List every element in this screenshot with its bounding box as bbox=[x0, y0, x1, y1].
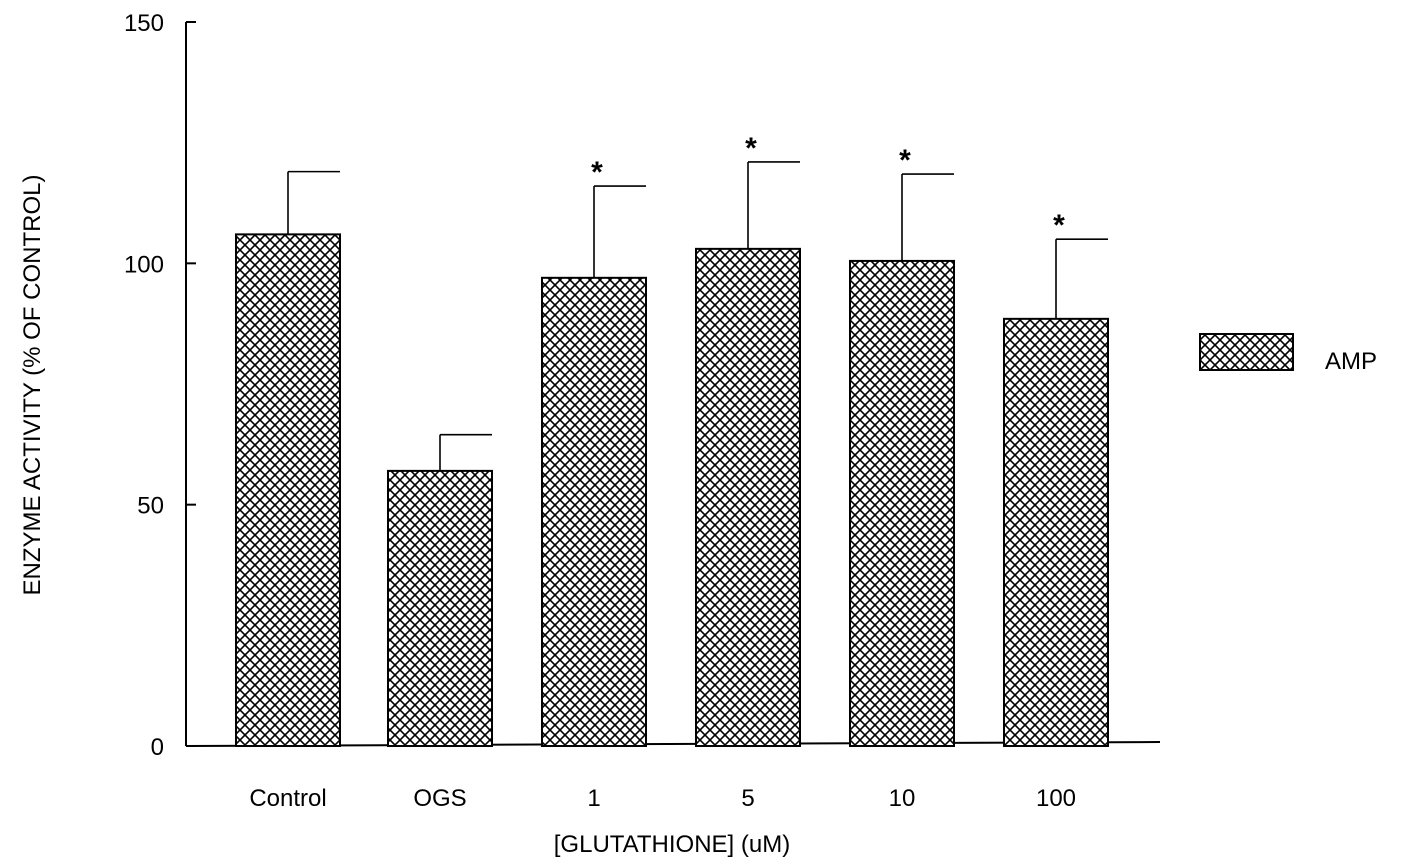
x-tick-label: 10 bbox=[889, 785, 916, 812]
y-tick-label: 0 bbox=[151, 734, 164, 761]
y-tick-label: 100 bbox=[124, 251, 164, 278]
significance-star: * bbox=[591, 156, 603, 189]
bar bbox=[695, 247, 801, 747]
bar bbox=[387, 469, 493, 747]
y-axis-label: ENZYME ACTIVITY (% OF CONTROL) bbox=[19, 175, 46, 596]
x-axis bbox=[185, 741, 1161, 747]
bar bbox=[1003, 317, 1109, 747]
error-bars bbox=[287, 161, 1108, 471]
y-axis: 0 50 100 150 bbox=[124, 10, 196, 761]
legend-label: AMP bbox=[1325, 348, 1377, 375]
x-tick-label: Control bbox=[249, 785, 326, 812]
x-tick-label: 5 bbox=[741, 785, 754, 812]
legend-swatch bbox=[1199, 333, 1294, 371]
significance-star: * bbox=[899, 144, 911, 177]
significance-markers: * * * * bbox=[591, 132, 1065, 242]
bar bbox=[235, 233, 341, 748]
x-axis-line bbox=[185, 741, 1161, 747]
significance-star: * bbox=[1053, 209, 1065, 242]
y-tick-label: 150 bbox=[124, 10, 164, 37]
x-tick-label: 1 bbox=[587, 785, 600, 812]
bars bbox=[235, 233, 1109, 748]
y-tick-label: 50 bbox=[137, 493, 164, 520]
bar bbox=[541, 276, 647, 747]
x-tick-label: OGS bbox=[413, 785, 466, 812]
bar bbox=[849, 259, 955, 747]
legend: AMP bbox=[1199, 333, 1377, 375]
x-tick-label: 100 bbox=[1036, 785, 1076, 812]
x-tick-labels: Control OGS 1 5 10 100 bbox=[249, 785, 1076, 812]
significance-star: * bbox=[745, 132, 757, 165]
x-axis-label: [GLUTATHIONE] (uM) bbox=[554, 831, 790, 858]
